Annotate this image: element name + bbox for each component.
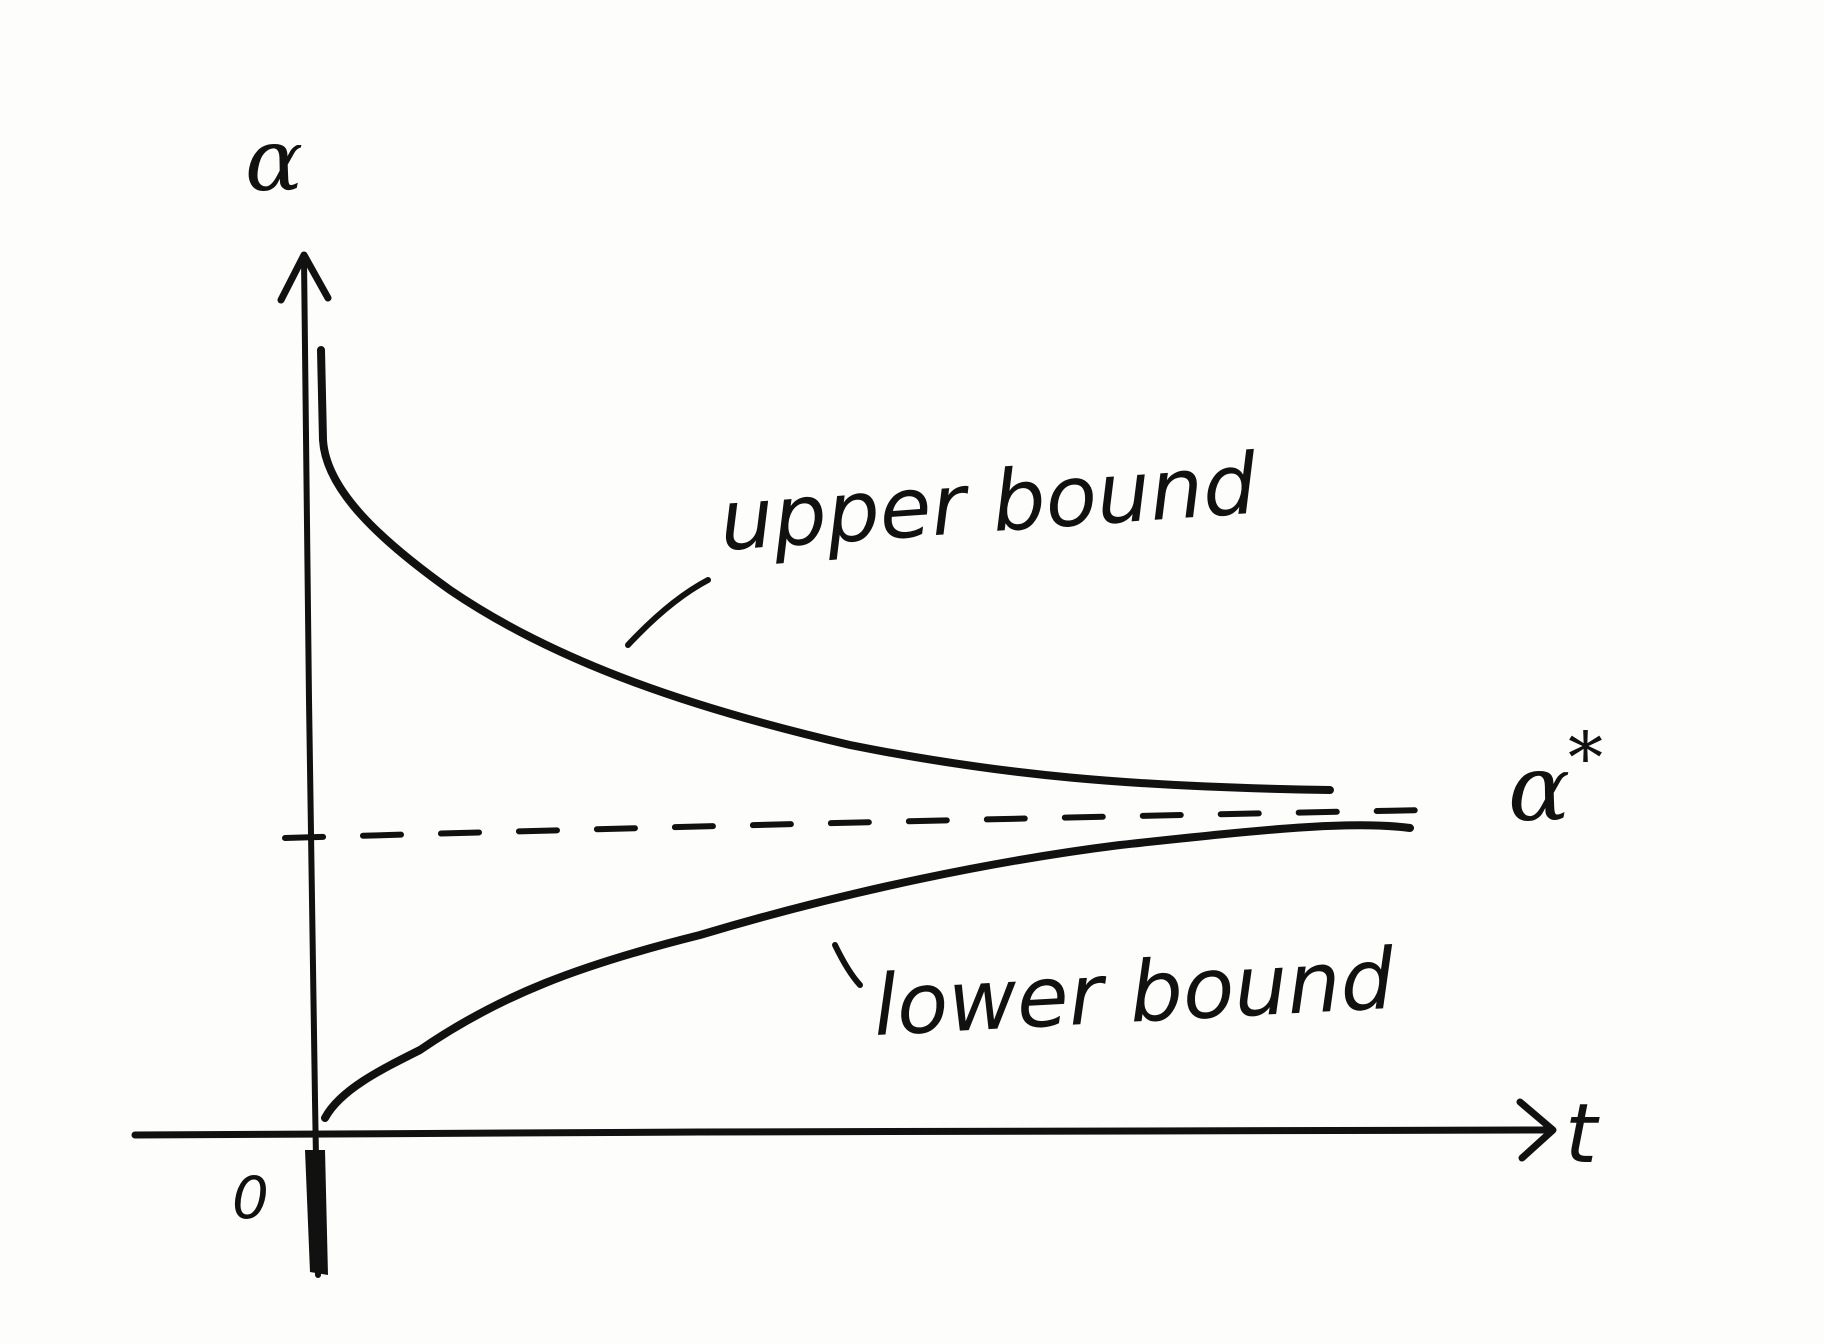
origin-label: 0 [232,1164,269,1232]
y-axis-arrowhead [277,251,332,304]
limit-dashed-line [282,807,1433,841]
limit-label: α * [1508,717,1603,842]
x-axis [131,1098,1557,1162]
upper-bound-curve [317,346,1334,794]
y-axis-base-smudge [305,1150,328,1275]
x-axis-label: t [1565,1087,1600,1182]
y-axis-label: α [245,111,303,211]
upper-bound-pointer [625,577,711,648]
upper-bound-label: upper bound [717,435,1261,570]
x-axis-line [131,1126,1549,1139]
y-axis [277,251,332,1278]
y-axis-line [301,257,321,1278]
limit-superscript: * [1568,717,1603,799]
limit-symbol: α [1508,735,1570,842]
lower-bound-pointer [832,942,863,988]
x-axis-arrowhead [1516,1098,1557,1162]
lower-bound-curve [321,821,1414,1122]
lower-bound-label: lower bound [871,930,1397,1055]
